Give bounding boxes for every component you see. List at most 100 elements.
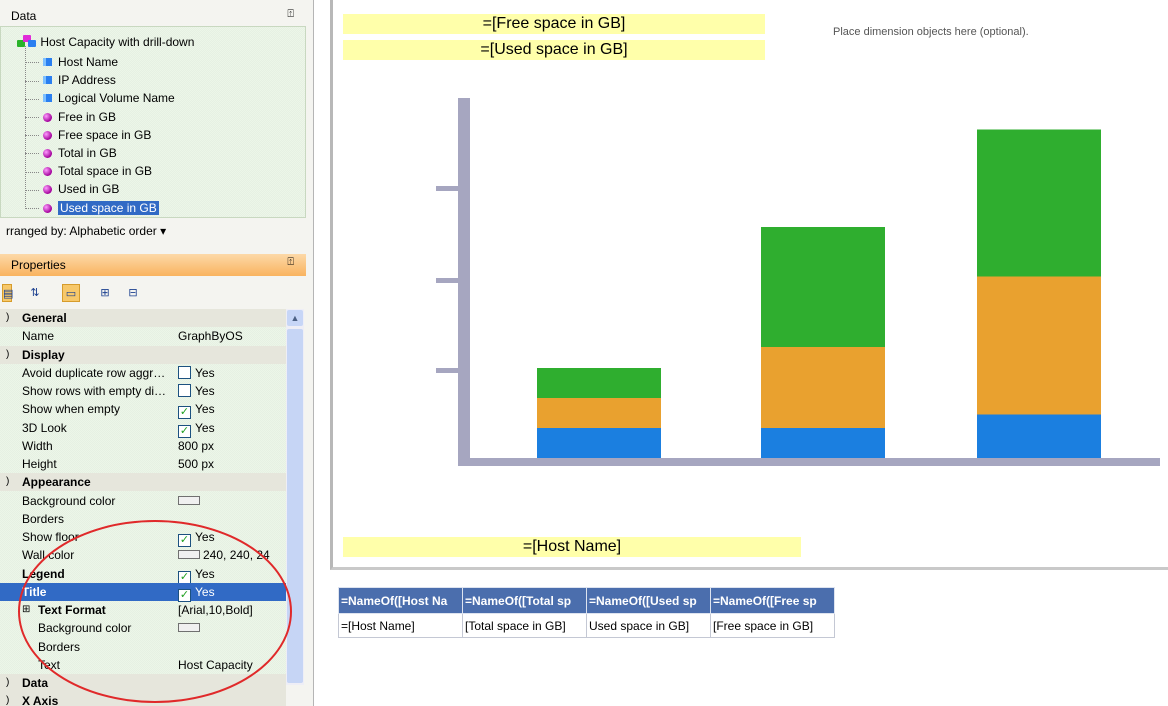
property-row[interactable]: Wall color 240, 240, 24 (0, 546, 286, 564)
tree-item[interactable]: Total in GB (25, 144, 117, 162)
property-value[interactable]: ✓ Yes (178, 583, 215, 602)
expand-icon[interactable]: ) (6, 312, 10, 323)
graph-block[interactable]: =[Free space in GB] =[Used space in GB] … (330, 0, 1168, 570)
property-value[interactable]: Yes (178, 382, 215, 400)
expand-all-icon[interactable]: ⊞ (100, 287, 110, 299)
property-value-text: GraphByOS (178, 329, 243, 344)
scroll-thumb[interactable] (287, 329, 303, 683)
property-row[interactable]: Title ✓ Yes (0, 582, 286, 602)
expand-icon[interactable]: ) (6, 476, 10, 488)
bar-segment (537, 428, 661, 458)
property-value-text: Yes (195, 530, 215, 544)
property-value[interactable]: [Arial,10,Bold] (178, 601, 253, 619)
property-category[interactable]: ) General (0, 309, 286, 327)
property-value[interactable]: ✓ Yes (178, 419, 215, 438)
property-value[interactable] (178, 619, 203, 637)
property-pages-icon[interactable]: ▭ (62, 284, 80, 302)
report-table[interactable]: =NameOf([Host Na =NameOf([Total sp =NameOf… (338, 587, 835, 638)
tree-item[interactable]: Logical Volume Name (25, 89, 175, 107)
table-header-cell[interactable]: =NameOf([Used sp (586, 587, 711, 614)
checkbox[interactable] (178, 365, 191, 379)
property-row[interactable]: Width 800 px (0, 437, 286, 455)
color-swatch[interactable] (178, 623, 200, 633)
checkbox[interactable]: ✓ (178, 588, 191, 602)
property-value-text: Yes (195, 365, 215, 380)
color-swatch[interactable] (178, 550, 200, 560)
checkbox[interactable] (178, 384, 191, 397)
property-value-text: Yes (195, 566, 215, 581)
tree-item[interactable]: Used in GB (25, 180, 119, 198)
table-header-cell[interactable]: =NameOf([Host Na (338, 587, 463, 614)
property-category[interactable]: ) Appearance (0, 473, 286, 492)
property-category[interactable]: ) Data (0, 674, 286, 692)
tree-item[interactable]: IP Address (25, 71, 116, 89)
color-swatch[interactable] (178, 495, 200, 505)
table-cell[interactable]: =[Host Name] (338, 613, 463, 638)
checkbox[interactable]: ✓ (178, 534, 191, 547)
chart[interactable] (333, 0, 1168, 570)
property-category[interactable]: ) Display (0, 345, 286, 364)
checkbox[interactable]: ✓ (178, 424, 191, 438)
expand-icon[interactable]: ) (6, 695, 10, 706)
checkbox[interactable]: ✓ (178, 570, 191, 584)
property-row[interactable]: Avoid duplicate row aggr… Yes (0, 364, 286, 382)
categorized-view-icon[interactable]: ▤ (2, 284, 13, 302)
property-value[interactable]: 240, 240, 24 (178, 546, 270, 564)
expand-icon[interactable]: ) (6, 348, 10, 360)
tree-item[interactable]: Used space in GB (25, 199, 159, 217)
property-value[interactable]: GraphByOS (178, 327, 243, 345)
expand-icon[interactable]: ⊞ (22, 604, 31, 615)
tree-item[interactable]: Total space in GB (25, 162, 152, 180)
tree-root[interactable]: Host Capacity with drill-down (17, 34, 194, 50)
table-header-cell[interactable]: =NameOf([Total sp (462, 587, 587, 614)
y-tick-mark (436, 368, 458, 373)
property-row[interactable]: Text Host Capacity (0, 656, 286, 674)
property-row[interactable]: Name GraphByOS (0, 327, 286, 345)
scroll-up-icon[interactable]: ▲ (287, 310, 303, 326)
expand-icon[interactable]: ) (6, 677, 10, 688)
property-row[interactable]: Show floor ✓ Yes (0, 528, 286, 547)
sort-alphabetic-icon[interactable]: ⇅ (30, 287, 40, 299)
property-row[interactable]: Borders (0, 510, 286, 528)
property-value[interactable]: ✓ Yes (178, 528, 215, 547)
property-row[interactable]: ⊞ Text Format [Arial,10,Bold] (0, 601, 286, 619)
property-row[interactable]: Legend ✓ Yes (0, 565, 286, 584)
property-value[interactable]: ✓ Yes (178, 565, 215, 584)
property-value[interactable]: Yes (178, 364, 215, 382)
property-row[interactable]: Show when empty ✓ Yes (0, 400, 286, 420)
property-value[interactable]: 800 px (178, 437, 214, 455)
table-cell[interactable]: [Free space in GB] (710, 613, 835, 638)
table-header-cell[interactable]: =NameOf([Free sp (710, 587, 835, 614)
property-value[interactable]: 500 px (178, 455, 214, 473)
table-cell[interactable]: [Total space in GB] (462, 613, 587, 638)
property-row[interactable]: Borders (0, 638, 286, 656)
tree-item-label: Total space in GB (58, 164, 153, 179)
property-value[interactable]: Host Capacity (178, 656, 253, 674)
property-row[interactable]: Height 500 px (0, 455, 286, 473)
tree-item[interactable]: Host Name (25, 53, 118, 71)
series-label-used[interactable]: =[Used space in GB] (343, 40, 765, 60)
pin-icon[interactable]: ⍐ (287, 8, 294, 20)
series-label-free[interactable]: =[Free space in GB] (343, 14, 765, 34)
property-value[interactable] (178, 492, 203, 510)
pin-icon[interactable]: ⍐ (287, 256, 294, 268)
dimension-icon (43, 58, 52, 66)
property-category[interactable]: ) X Axis (0, 692, 286, 706)
property-row[interactable]: Background color (0, 492, 286, 510)
properties-grid: ) General Name GraphByOS) Display Avoid dupli… (0, 309, 286, 706)
checkbox[interactable]: ✓ (178, 406, 191, 420)
property-row[interactable]: Background color (0, 619, 286, 637)
category-label[interactable]: =[Host Name] (343, 537, 801, 557)
arranged-by-dropdown[interactable]: rranged by: Alphabetic order ▾ (6, 224, 167, 238)
table-row[interactable]: =[Host Name] [Total space in GB] Used spac… (338, 613, 835, 638)
property-row[interactable]: 3D Look ✓ Yes (0, 419, 286, 438)
tree-item[interactable]: Free in GB (25, 108, 116, 126)
properties-scrollbar[interactable]: ▲ (286, 309, 304, 685)
dimension-icon (43, 76, 52, 85)
collapse-all-icon[interactable]: ⊟ (128, 287, 138, 299)
property-value[interactable]: ✓ Yes (178, 400, 215, 420)
tree-item[interactable]: Free space in GB (25, 126, 151, 144)
property-row[interactable]: Show rows with empty di… Yes (0, 382, 286, 400)
dimension-placeholder[interactable]: Place dimension objects here (optional). (833, 26, 1029, 38)
table-cell[interactable]: Used space in GB] (586, 613, 711, 638)
